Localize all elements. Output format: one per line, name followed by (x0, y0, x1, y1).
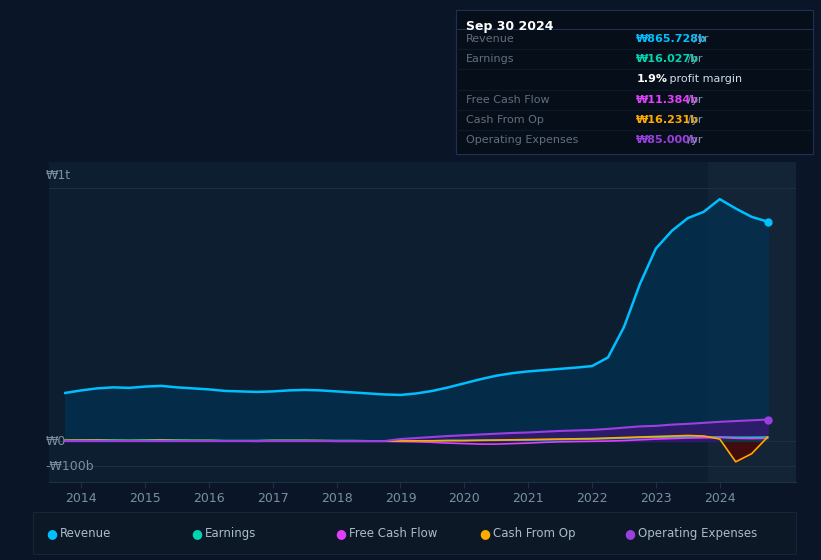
Text: Operating Expenses: Operating Expenses (638, 526, 757, 540)
Text: /yr: /yr (684, 95, 703, 105)
Text: ●: ● (46, 526, 57, 540)
Text: /yr: /yr (690, 34, 709, 44)
Text: 1.9%: 1.9% (636, 74, 667, 85)
Text: ₩85.000b: ₩85.000b (636, 136, 699, 146)
Text: ₩865.728b: ₩865.728b (636, 34, 707, 44)
Text: ●: ● (190, 526, 202, 540)
Text: /yr: /yr (684, 115, 703, 125)
Bar (709, 162, 796, 482)
Text: ●: ● (479, 526, 491, 540)
Text: ₩1t: ₩1t (45, 169, 71, 182)
Text: ●: ● (335, 526, 346, 540)
Text: Free Cash Flow: Free Cash Flow (349, 526, 438, 540)
Text: ₩11.384b: ₩11.384b (636, 95, 699, 105)
Text: ₩16.231b: ₩16.231b (636, 115, 699, 125)
Text: Revenue: Revenue (60, 526, 112, 540)
Text: Cash From Op: Cash From Op (466, 115, 544, 125)
Text: /yr: /yr (684, 136, 703, 146)
Text: /yr: /yr (684, 54, 703, 64)
Text: Sep 30 2024: Sep 30 2024 (466, 20, 553, 32)
Text: Revenue: Revenue (466, 34, 514, 44)
Text: Operating Expenses: Operating Expenses (466, 136, 578, 146)
Text: Free Cash Flow: Free Cash Flow (466, 95, 549, 105)
Text: profit margin: profit margin (666, 74, 742, 85)
Text: Earnings: Earnings (466, 54, 514, 64)
Text: Earnings: Earnings (204, 526, 256, 540)
Text: Cash From Op: Cash From Op (493, 526, 576, 540)
Text: ●: ● (624, 526, 635, 540)
Text: ₩16.027b: ₩16.027b (636, 54, 699, 64)
Text: -₩100b: -₩100b (45, 460, 94, 473)
Text: ₩0: ₩0 (45, 435, 66, 447)
